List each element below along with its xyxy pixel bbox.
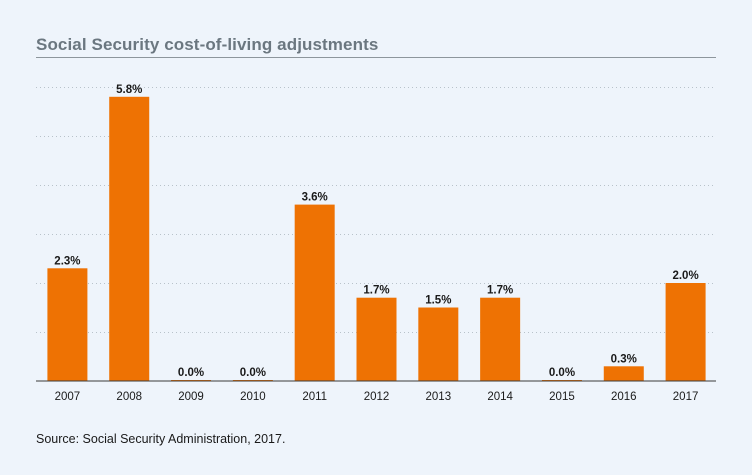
x-tick-2010: 2010 [240,391,266,403]
x-tick-2009: 2009 [178,391,204,403]
data-label-2013: 1.5% [425,295,451,307]
data-label-2012: 1.7% [363,285,389,297]
data-label-2008: 5.8% [116,84,142,96]
x-tick-2015: 2015 [549,391,575,403]
bar-2012 [356,297,397,381]
bar-2016 [603,366,644,381]
x-tick-2014: 2014 [487,391,513,403]
data-label-2014: 1.7% [487,285,513,297]
x-tick-2016: 2016 [611,391,637,403]
x-tick-2017: 2017 [673,391,699,403]
bar-2013 [418,307,459,381]
bar-2014 [480,297,521,381]
x-tick-2012: 2012 [364,391,390,403]
data-label-2015: 0.0% [549,367,575,379]
data-label-2011: 3.6% [302,192,328,204]
bar-2011 [294,204,335,381]
data-label-2010: 0.0% [240,367,266,379]
bar-2008 [109,96,150,382]
data-label-2009: 0.0% [178,367,204,379]
bars [47,96,706,382]
source-note: Source: Social Security Administration, … [36,432,286,446]
data-label-2007: 2.3% [54,255,80,267]
data-labels: 2.3% 5.8% 0.0% 0.0% 3.6% 1.7% 1.5% 1.7% 0.0% 0.3%… [54,84,698,379]
chart-title: Social Security cost-of-living adjustmen… [36,35,379,54]
title-divider [36,57,716,58]
x-tick-2011: 2011 [302,391,327,403]
x-tick-2007: 2007 [55,391,81,403]
x-tick-labels: 2007 2008 2009 2010 2011 2012 2013 2014 2015 2016… [55,391,699,403]
data-label-2016: 0.3% [611,353,637,365]
data-label-2017: 2.0% [672,270,698,282]
x-tick-2013: 2013 [426,391,452,403]
bar-2007 [47,268,88,381]
bar-2017 [665,283,706,381]
x-tick-2008: 2008 [116,391,142,403]
